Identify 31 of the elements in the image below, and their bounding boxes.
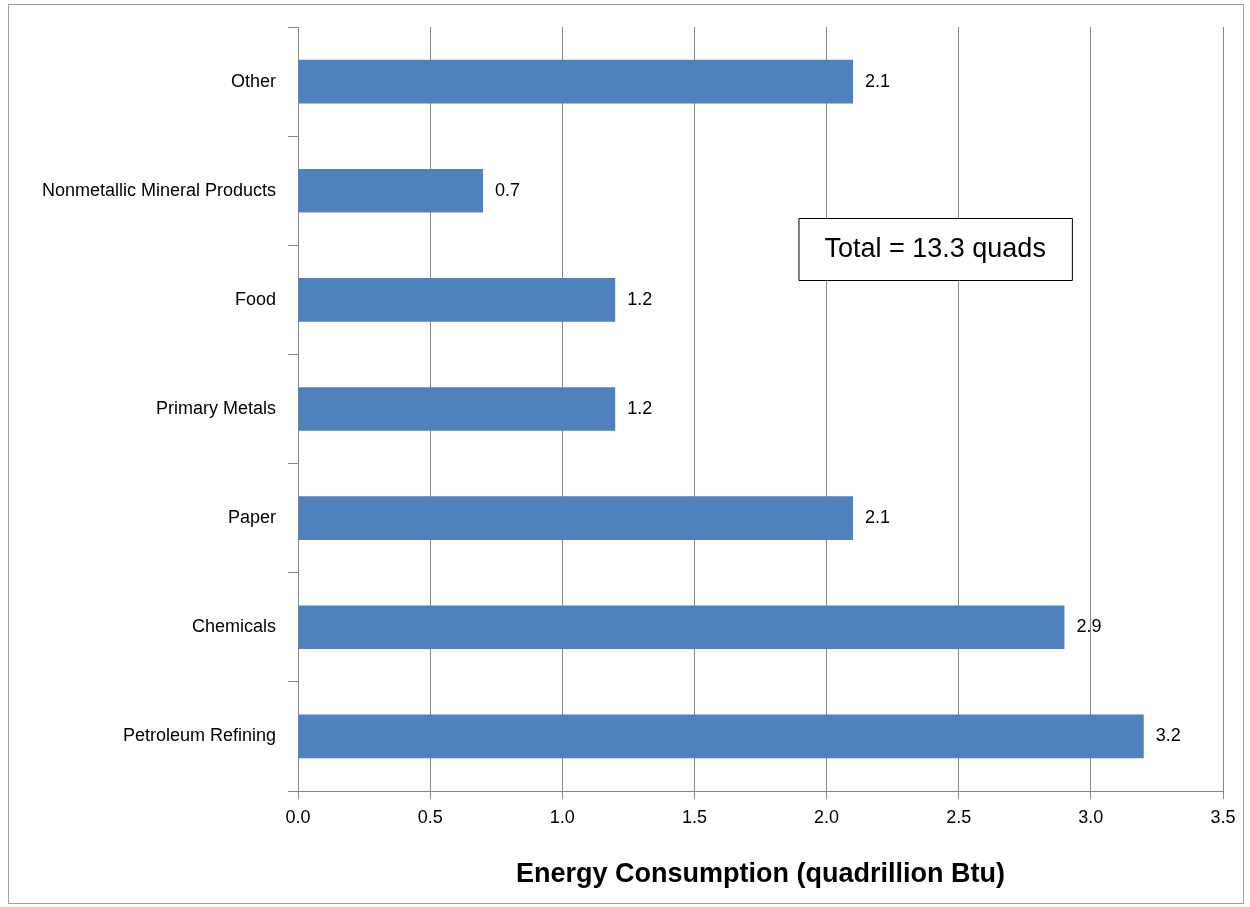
data-label: 0.7 [495,179,521,200]
x-tick-label: 1.0 [549,806,575,827]
x-tick-label: 2.5 [946,806,972,827]
annotation: Total = 13.3 quads [824,233,1046,264]
bar [298,278,616,322]
data-label: 1.2 [627,397,653,418]
data-label: 2.9 [1076,616,1102,637]
bar [298,605,1065,650]
x-tick-label: 0.5 [417,806,443,827]
y-tick-label: Nonmetallic Mineral Products [41,179,277,200]
data-label: 2.1 [865,70,891,91]
bar [298,59,854,104]
data-label: 3.2 [1155,725,1181,746]
y-tick-label: Food [235,288,277,309]
y-tick-label: Primary Metals [156,397,277,418]
data-label: 2.1 [865,507,891,528]
x-axis-title: Energy Consumption (quadrillion Btu) [516,858,1006,889]
x-tick-label: 3.0 [1078,806,1104,827]
y-tick-label: Paper [228,507,277,528]
x-tick-label: 3.5 [1210,806,1236,827]
bar [298,387,616,431]
x-tick-label: 1.5 [681,806,707,827]
bar [298,496,854,540]
x-tick-label: 0.0 [285,806,311,827]
y-tick-label: Other [231,70,277,91]
bar [298,714,1144,759]
x-tick-label: 2.0 [814,806,840,827]
y-tick-label: Chemicals [192,616,277,637]
y-tick-label: Petroleum Refining [122,725,277,746]
data-label: 1.2 [627,288,653,309]
bar [298,168,484,213]
